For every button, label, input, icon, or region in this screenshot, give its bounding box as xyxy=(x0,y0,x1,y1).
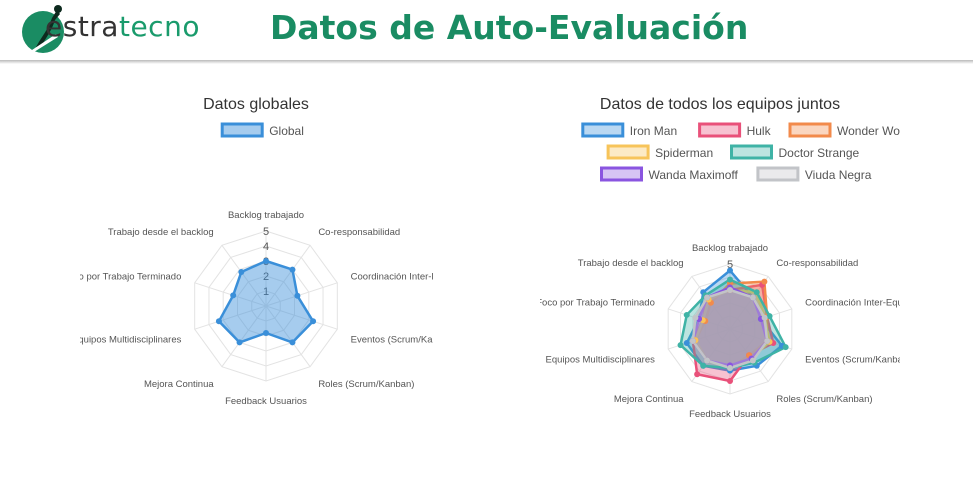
chart-teams-svg: Datos de todos los equipos juntos Iron Ma… xyxy=(540,96,900,420)
chart0-title: Datos globales xyxy=(203,96,309,113)
chart0-legend-swatch-0[interactable] xyxy=(220,122,264,138)
chart1-legend-swatch-4[interactable] xyxy=(730,144,773,160)
chart1-tick-5: 5 xyxy=(727,259,733,271)
chart0-series-0-point-6[interactable] xyxy=(236,339,243,346)
chart0-axis-label-3: Eventos (Scrum/Kanban) xyxy=(351,335,433,346)
chart0-spoke-3 xyxy=(265,305,338,330)
chart1-legend-label-0[interactable]: Iron Man xyxy=(630,124,677,138)
chart0-tick-4: 4 xyxy=(263,241,269,253)
chart0-series-0-point-3[interactable] xyxy=(310,318,317,325)
chart1-series-0-point-0[interactable] xyxy=(727,267,733,274)
chart0-series-0-point-2[interactable] xyxy=(294,292,301,299)
chart1-series-2-point-1[interactable] xyxy=(761,278,768,285)
chart-teams: Datos de todos los equipos juntos Iron Ma… xyxy=(540,88,900,428)
chart1-axis-label-4: Roles (Scrum/Kanban) xyxy=(776,394,872,405)
chart1-title: Datos de todos los equipos juntos xyxy=(600,96,840,113)
chart0-series-0-point-9[interactable] xyxy=(238,269,245,276)
chart0-spoke-6 xyxy=(221,305,267,367)
chart1-series-6-point-4[interactable] xyxy=(749,357,756,364)
chart1-series-6-point-8[interactable] xyxy=(692,314,699,321)
chart1-series-1-point-5[interactable] xyxy=(727,378,733,384)
chart0-axis-label-0: Backlog trabajado xyxy=(228,210,304,221)
chart1-legend-label-1[interactable]: Hulk xyxy=(747,124,772,138)
logo-text-b: tecno xyxy=(118,10,200,43)
chart1-series-4-point-0[interactable] xyxy=(727,276,733,283)
chart0-spoke-7 xyxy=(194,305,267,330)
chart-global: Datos globalesGlobal12345Backlog trabaja… xyxy=(80,88,433,418)
chart0-legend-label-0[interactable]: Global xyxy=(269,124,304,138)
chart1-series-6-point-0[interactable] xyxy=(727,287,733,293)
chart0-axis-label-5: Feedback Usuarios xyxy=(225,396,307,407)
chart1-axis-label-5: Feedback Usuarios xyxy=(689,409,771,420)
chart1-axis-label-2: Coordinación Inter-Equipos xyxy=(805,298,900,309)
chart1-legend-swatch-1[interactable] xyxy=(698,122,742,138)
chart1-legend-swatch-0[interactable] xyxy=(581,122,625,138)
logo-text-a: estra xyxy=(45,10,119,43)
chart1-legend-label-5[interactable]: Wanda Maximoff xyxy=(649,168,739,182)
chart0-axis-label-4: Roles (Scrum/Kanban) xyxy=(318,379,414,390)
chart1-legend-label-3[interactable]: Spiderman xyxy=(655,146,713,160)
chart1-series-6-area[interactable] xyxy=(691,288,769,370)
chart0-series-0-point-7[interactable] xyxy=(215,318,222,325)
chart1-series-4-point-8[interactable] xyxy=(683,311,690,318)
chart1-axis-label-0: Backlog trabajado xyxy=(692,243,768,254)
header-shadow xyxy=(0,60,973,64)
chart1-series-6-point-3[interactable] xyxy=(764,338,771,345)
chart1-legend-swatch-6[interactable] xyxy=(756,166,800,182)
chart0-axis-label-7: Equipos Multidisciplinares xyxy=(80,335,182,346)
chart1-legend-swatch-3[interactable] xyxy=(606,144,650,160)
chart0-series-0-point-4[interactable] xyxy=(289,339,296,346)
chart0-spoke-9 xyxy=(221,245,267,307)
chart0-spoke-1 xyxy=(265,245,311,307)
chart1-series-4-point-1[interactable] xyxy=(753,289,760,296)
chart1-legend-label-2[interactable]: Wonder Woman xyxy=(837,124,900,138)
chart1-axis-label-3: Eventos (Scrum/Kanban) xyxy=(805,354,900,365)
chart0-series-0-point-5[interactable] xyxy=(263,330,269,336)
chart1-axis-label-8: Foco por Trabajo Terminado xyxy=(540,298,655,309)
chart0-series-0-point-0[interactable] xyxy=(263,258,269,264)
chart1-legend-swatch-5[interactable] xyxy=(600,166,643,182)
chart1-series-4-point-6[interactable] xyxy=(700,362,707,369)
chart0-series-0-point-1[interactable] xyxy=(289,266,296,273)
chart0-axis-label-6: Mejora Continua xyxy=(144,379,214,390)
chart0-tick-1: 1 xyxy=(263,286,269,298)
chart0-spoke-2 xyxy=(265,282,338,307)
chart1-series-4-point-2[interactable] xyxy=(766,313,773,320)
chart0-series-0-point-8[interactable] xyxy=(230,292,237,299)
chart1-series-0-point-7[interactable] xyxy=(683,340,690,347)
chart0-tick-2: 2 xyxy=(263,271,269,283)
chart1-axis-label-9: Trabajo desde el backlog xyxy=(578,258,684,269)
chart0-axis-label-9: Trabajo desde el backlog xyxy=(108,227,214,238)
chart1-axis-label-7: Equipos Multidisciplinares xyxy=(546,354,656,365)
chart0-axis-label-1: Co-responsabilidad xyxy=(318,227,400,238)
estratecno-logo-icon[interactable] xyxy=(22,4,222,56)
chart1-axis-label-6: Mejora Continua xyxy=(614,394,684,405)
chart1-legend-swatch-2[interactable] xyxy=(788,122,832,138)
chart1-series-6-point-7[interactable] xyxy=(689,338,696,345)
chart0-spoke-4 xyxy=(265,305,311,367)
chart1-legend-label-4[interactable]: Doctor Strange xyxy=(779,146,860,160)
chart1-series-6-point-6[interactable] xyxy=(704,357,711,364)
chart1-axis-label-1: Co-responsabilidad xyxy=(776,258,858,269)
chart1-series-6-point-5[interactable] xyxy=(727,365,733,371)
chart0-axis-label-2: Coordinación Inter-Equipos xyxy=(351,271,433,282)
page-title: Datos de Auto-Evaluación xyxy=(270,8,749,47)
chart-global-svg: Datos globalesGlobal12345Backlog trabaja… xyxy=(80,96,433,407)
chart0-axis-label-8: Foco por Trabajo Terminado xyxy=(80,271,181,282)
header: estratecno Datos de Auto-Evaluación xyxy=(0,0,973,60)
chart1-series-4-point-7[interactable] xyxy=(677,342,684,349)
logo-text: estratecno xyxy=(45,10,200,43)
chart1-series-6-point-9[interactable] xyxy=(704,294,711,301)
chart1-series-6-point-1[interactable] xyxy=(749,294,756,301)
chart1-legend-label-6[interactable]: Viuda Negra xyxy=(805,168,872,182)
chart1-series-6-point-2[interactable] xyxy=(761,314,768,321)
chart1-series-1-point-6[interactable] xyxy=(694,371,701,378)
chart0-tick-5: 5 xyxy=(263,226,269,238)
chart1-series-4-point-3[interactable] xyxy=(782,344,789,351)
